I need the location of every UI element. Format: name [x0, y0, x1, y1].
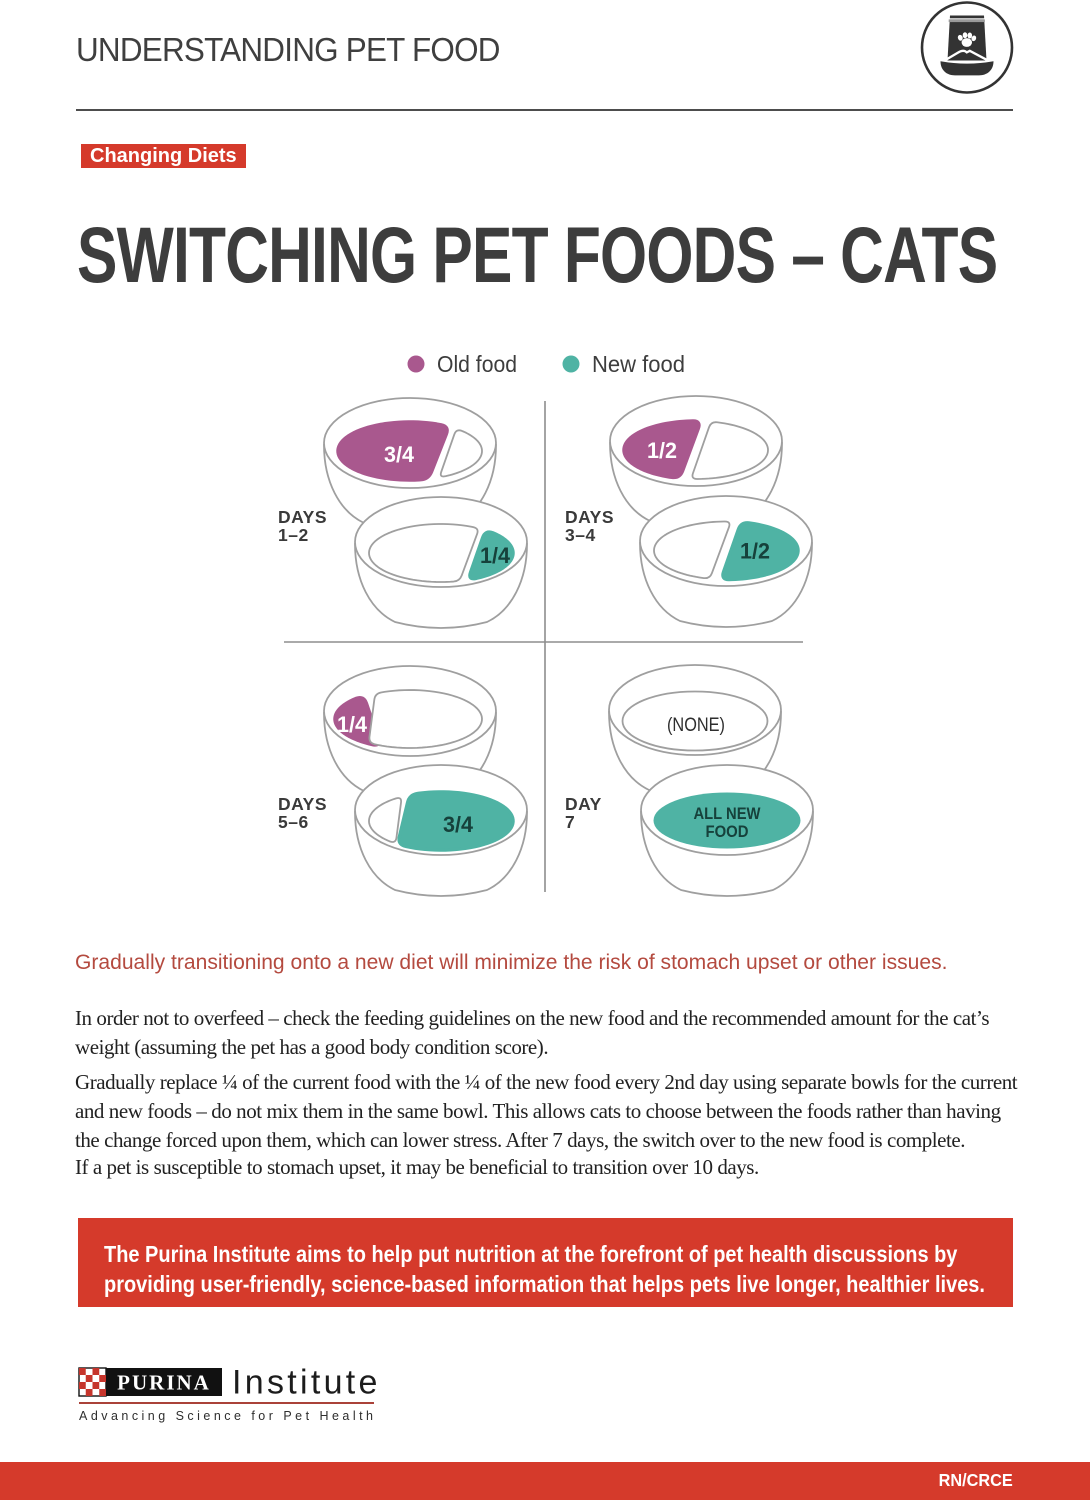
svg-text:DAY: DAY [565, 794, 602, 814]
svg-text:7: 7 [565, 812, 575, 832]
svg-text:Old food: Old food [437, 351, 517, 377]
svg-text:1/2: 1/2 [740, 539, 770, 564]
svg-text:DAYS: DAYS [565, 507, 614, 527]
svg-text:FOOD: FOOD [706, 822, 749, 841]
svg-text:Advancing Science for Pet Heal: Advancing Science for Pet Health [79, 1409, 373, 1423]
svg-text:3–4: 3–4 [565, 525, 596, 545]
svg-text:5–6: 5–6 [278, 812, 309, 832]
svg-text:1/2: 1/2 [647, 438, 677, 463]
svg-text:3/4: 3/4 [384, 442, 415, 467]
svg-text:New food: New food [592, 351, 685, 377]
svg-text:1/4: 1/4 [337, 712, 368, 737]
svg-text:3/4: 3/4 [443, 812, 474, 837]
svg-text:PURINA: PURINA [117, 1371, 211, 1395]
svg-text:(NONE): (NONE) [667, 715, 725, 736]
svg-text:DAYS: DAYS [278, 507, 327, 527]
svg-text:ALL NEW: ALL NEW [694, 804, 762, 823]
svg-text:DAYS: DAYS [278, 794, 327, 814]
svg-text:1–2: 1–2 [278, 525, 309, 545]
svg-text:1/4: 1/4 [480, 543, 511, 568]
svg-text:Institute: Institute [232, 1366, 378, 1402]
